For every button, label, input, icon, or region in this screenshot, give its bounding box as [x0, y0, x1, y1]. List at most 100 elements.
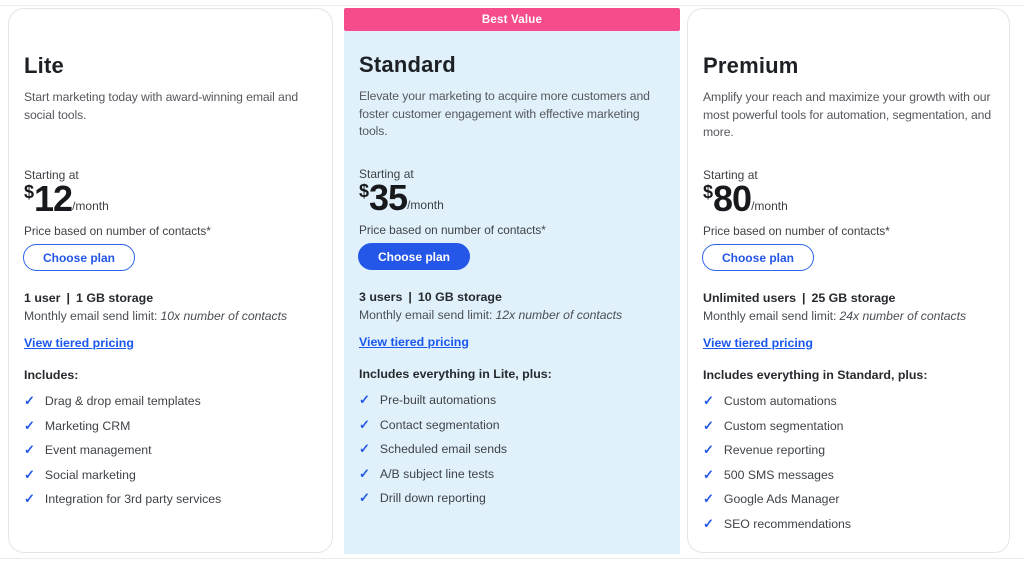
plan-description: Amplify your reach and maximize your gro…: [703, 90, 992, 139]
feature-label: Custom segmentation: [723, 418, 844, 433]
feature-label: SEO recommendations: [723, 516, 852, 531]
features-list: ✓ Custom automations ✓ Custom segmentation ✓…: [703, 393, 999, 540]
send-limit-value: 10x number of contacts: [160, 309, 288, 323]
plan-description: Start marketing today with award-winning…: [24, 90, 299, 122]
check-icon: ✓: [359, 416, 370, 432]
check-icon: ✓: [703, 417, 714, 433]
feature-label: Pre-built automations: [379, 393, 497, 407]
check-icon: ✓: [703, 515, 714, 531]
feature-label: Scheduled email sends: [379, 442, 508, 456]
features-list: ✓ Pre-built automations ✓ Contact segmentat…: [359, 392, 670, 515]
feature-item: ✓ Scheduled email sends: [359, 441, 670, 458]
feature-item: ✓ Social marketing: [24, 467, 322, 484]
feature-label: Drill down reporting: [379, 491, 486, 505]
price-note: Price based on number of contacts*: [359, 223, 546, 237]
check-icon: ✓: [24, 491, 35, 506]
feature-label: Integration for 3rd party services: [44, 492, 222, 506]
feature-item: ✓ Custom automations: [703, 393, 999, 410]
standard-panel-background: [344, 31, 680, 554]
usage-summary: Unlimited users | 25 GB storage: [703, 291, 895, 305]
plan-title-standard: Standard: [359, 52, 456, 77]
best-value-badge: Best Value: [344, 8, 680, 31]
price-period: /month: [72, 199, 109, 213]
starting-at-label: Starting at: [359, 167, 414, 181]
check-icon: ✓: [703, 393, 714, 408]
send-limit: Monthly email send limit: 12x number of c…: [359, 308, 622, 322]
price-amount: 12: [34, 178, 73, 219]
feature-item: ✓ Pre-built automations: [359, 392, 670, 409]
storage-amount: 25 GB storage: [811, 291, 896, 305]
price-amount: 80: [713, 178, 752, 219]
includes-label: Includes:: [24, 368, 79, 382]
check-icon: ✓: [24, 442, 35, 457]
storage-amount: 10 GB storage: [417, 290, 502, 304]
currency-symbol: $: [24, 182, 35, 202]
feature-item: ✓ Revenue reporting: [703, 442, 999, 459]
feature-label: Google Ads Manager: [723, 492, 840, 506]
feature-item: ✓ Custom segmentation: [703, 418, 999, 435]
feature-item: ✓ SEO recommendations: [703, 516, 999, 533]
check-icon: ✓: [359, 490, 370, 505]
feature-label: Marketing CRM: [44, 418, 131, 433]
view-tiered-pricing-link-lite[interactable]: View tiered pricing: [24, 336, 134, 350]
feature-item: ✓ Event management: [24, 442, 322, 459]
currency-symbol: $: [359, 181, 370, 201]
choose-plan-button-standard[interactable]: Choose plan: [358, 243, 470, 270]
feature-item: ✓ A/B subject line tests: [359, 466, 670, 483]
feature-label: A/B subject line tests: [379, 466, 495, 481]
feature-label: Social marketing: [44, 467, 136, 482]
send-limit-label: Monthly email send limit:: [703, 309, 837, 323]
feature-item: ✓ Drill down reporting: [359, 490, 670, 507]
feature-label: Drag & drop email templates: [44, 394, 201, 408]
price-note: Price based on number of contacts*: [703, 224, 890, 238]
price: $ 80 /month: [703, 181, 788, 217]
plan-card-lite: Lite Start marketing today with award-wi…: [8, 8, 333, 553]
feature-item: ✓ Contact segmentation: [359, 417, 670, 434]
users-count: 3 users: [359, 290, 403, 304]
check-icon: ✓: [359, 465, 370, 481]
feature-label: 500 SMS messages: [723, 467, 834, 482]
check-icon: ✓: [703, 442, 714, 457]
choose-plan-button-lite[interactable]: Choose plan: [23, 244, 135, 271]
feature-label: Event management: [44, 443, 152, 457]
pipe-separator: |: [408, 290, 412, 304]
starting-at-label: Starting at: [24, 168, 79, 182]
feature-item: ✓ Integration for 3rd party services: [24, 491, 322, 508]
feature-label: Contact segmentation: [379, 417, 500, 432]
send-limit: Monthly email send limit: 10x number of c…: [24, 309, 287, 323]
currency-symbol: $: [703, 182, 714, 202]
feature-item: ✓ Drag & drop email templates: [24, 393, 322, 410]
price-period: /month: [407, 198, 444, 212]
view-tiered-pricing-link-premium[interactable]: View tiered pricing: [703, 336, 813, 350]
plan-title-premium: Premium: [703, 53, 799, 78]
price: $ 35 /month: [359, 180, 444, 216]
check-icon: ✓: [24, 417, 35, 433]
check-icon: ✓: [359, 392, 370, 407]
users-count: Unlimited users: [703, 291, 796, 305]
choose-plan-button-premium[interactable]: Choose plan: [702, 244, 814, 271]
check-icon: ✓: [359, 441, 370, 456]
send-limit-label: Monthly email send limit:: [359, 308, 493, 322]
check-icon: ✓: [703, 491, 714, 506]
send-limit-value: 24x number of contacts: [839, 309, 967, 323]
features-list: ✓ Drag & drop email templates ✓ Marketing C…: [24, 393, 322, 516]
check-icon: ✓: [703, 466, 714, 482]
includes-label: Includes everything in Lite, plus:: [359, 367, 552, 381]
usage-summary: 1 user | 1 GB storage: [24, 291, 153, 305]
price-period: /month: [751, 199, 788, 213]
check-icon: ✓: [24, 466, 35, 482]
usage-summary: 3 users | 10 GB storage: [359, 290, 502, 304]
plan-card-standard: Best Value Standard Elevate your marketi…: [344, 8, 680, 554]
view-tiered-pricing-link-standard[interactable]: View tiered pricing: [359, 335, 469, 349]
plan-description: Elevate your marketing to acquire more c…: [359, 89, 650, 138]
starting-at-label: Starting at: [703, 168, 758, 182]
storage-amount: 1 GB storage: [75, 291, 154, 305]
pipe-separator: |: [66, 291, 70, 305]
includes-label: Includes everything in Standard, plus:: [703, 368, 928, 382]
check-icon: ✓: [24, 393, 35, 408]
send-limit: Monthly email send limit: 24x number of c…: [703, 309, 966, 323]
users-count: 1 user: [24, 291, 61, 305]
send-limit-label: Monthly email send limit:: [24, 309, 158, 323]
feature-label: Custom automations: [723, 394, 837, 408]
